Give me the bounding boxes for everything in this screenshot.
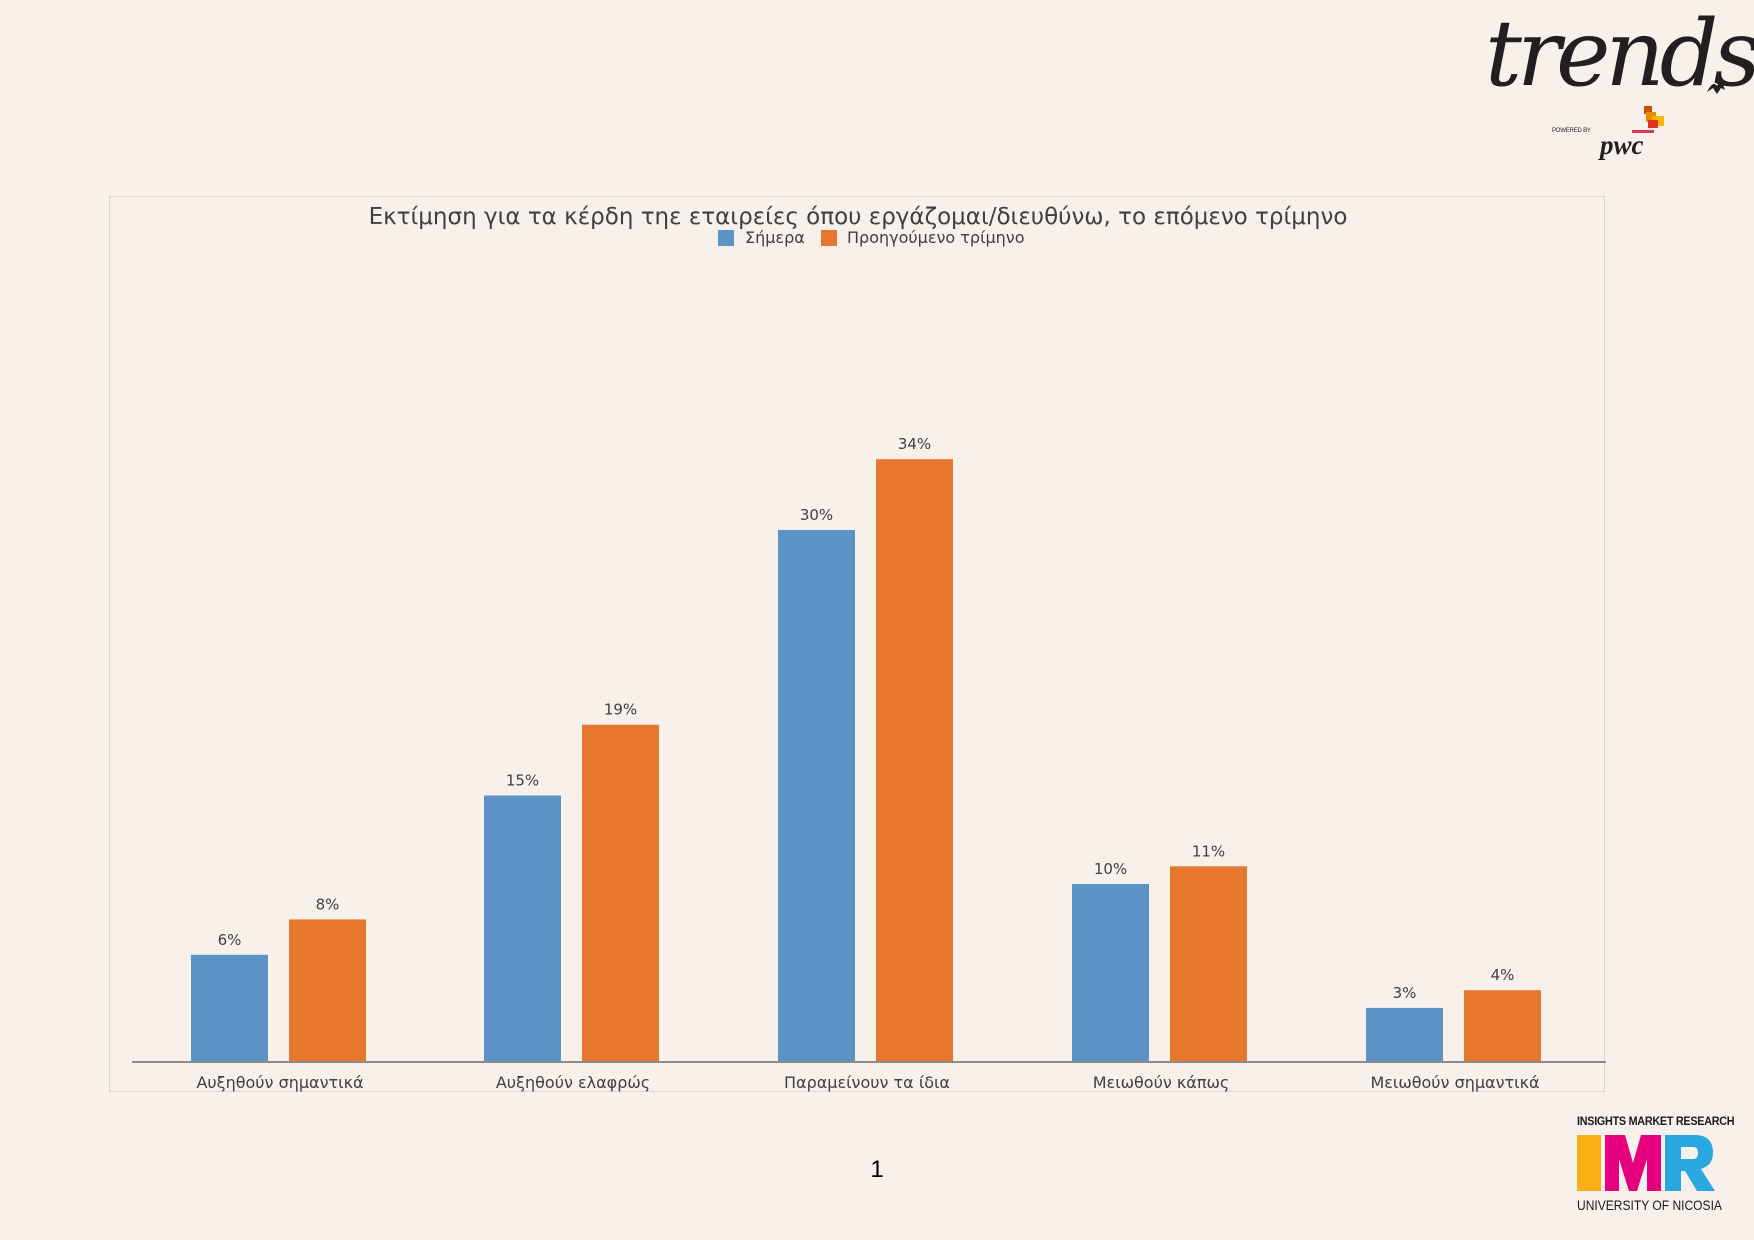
bar-today-0 bbox=[191, 954, 268, 1061]
bar-today-2 bbox=[778, 530, 855, 1061]
legend-swatch-previous bbox=[821, 230, 837, 246]
trends-logo-mark bbox=[1707, 82, 1725, 94]
x-tick-label-0: Αυξηθούν σημαντικά bbox=[196, 1073, 363, 1092]
data-label-previous-4: 4% bbox=[1491, 966, 1515, 984]
legend-swatch-today bbox=[718, 230, 734, 246]
imr-tagline: INSIGHTS MARKET RESEARCH bbox=[1577, 1114, 1735, 1128]
data-label-previous-2: 34% bbox=[898, 435, 931, 453]
legend-label-previous: Προηγούμενο τρίμηνο bbox=[847, 228, 1025, 247]
x-tick-label-1: Αυξηθούν ελαφρώς bbox=[496, 1073, 650, 1092]
data-label-previous-3: 11% bbox=[1192, 842, 1225, 860]
data-label-today-4: 3% bbox=[1393, 984, 1417, 1002]
data-label-previous-1: 19% bbox=[604, 701, 637, 719]
bar-previous-3 bbox=[1170, 866, 1247, 1061]
data-label-today-3: 10% bbox=[1094, 860, 1127, 878]
trends-logo: trends bbox=[1485, 0, 1754, 107]
chart-legend: Σήμερα Προηγούμενο τρίμηνο bbox=[718, 228, 1025, 247]
powered-by-label: POWERED BY bbox=[1552, 128, 1591, 134]
bar-today-1 bbox=[484, 795, 561, 1061]
data-label-previous-0: 8% bbox=[316, 895, 340, 913]
bar-previous-2 bbox=[876, 459, 953, 1061]
x-tick-label-3: Μειωθούν κάπως bbox=[1093, 1073, 1230, 1092]
chart-bars: 6% 8% 15% 19% 30% 34% 10% 11% 3% 4% bbox=[191, 435, 1541, 1061]
page-number: 1 bbox=[870, 1156, 884, 1183]
bar-previous-0 bbox=[289, 919, 366, 1061]
data-label-today-0: 6% bbox=[218, 931, 242, 949]
x-tick-label-2: Παραμείνουν τα ίδια bbox=[784, 1073, 950, 1092]
bar-chart: Εκτίμηση για τα κέρδη τηε εταιρείες όπου… bbox=[132, 204, 1606, 1092]
bar-previous-1 bbox=[582, 724, 659, 1061]
x-tick-label-4: Μειωθούν σημαντικά bbox=[1370, 1073, 1539, 1092]
bar-today-3 bbox=[1072, 884, 1149, 1061]
pwc-logo: pwc bbox=[1600, 130, 1644, 160]
imr-university-label: UNIVERSITY OF NICOSIA bbox=[1577, 1197, 1722, 1213]
bar-previous-4 bbox=[1464, 990, 1541, 1061]
pwc-logo-mark bbox=[1632, 106, 1664, 133]
legend-label-today: Σήμερα bbox=[745, 228, 805, 247]
data-label-today-2: 30% bbox=[800, 506, 833, 524]
bar-today-4 bbox=[1366, 1007, 1443, 1061]
chart-title: Εκτίμηση για τα κέρδη τηε εταιρείες όπου… bbox=[369, 204, 1348, 230]
data-label-today-1: 15% bbox=[506, 772, 539, 790]
x-axis-labels: Αυξηθούν σημαντικά Αυξηθούν ελαφρώς Παραμε… bbox=[196, 1073, 1539, 1092]
imr-logo bbox=[1577, 1135, 1715, 1191]
chart-frame: Εκτίμηση για τα κέρδη τηε εταιρείες όπου… bbox=[109, 196, 1606, 1092]
